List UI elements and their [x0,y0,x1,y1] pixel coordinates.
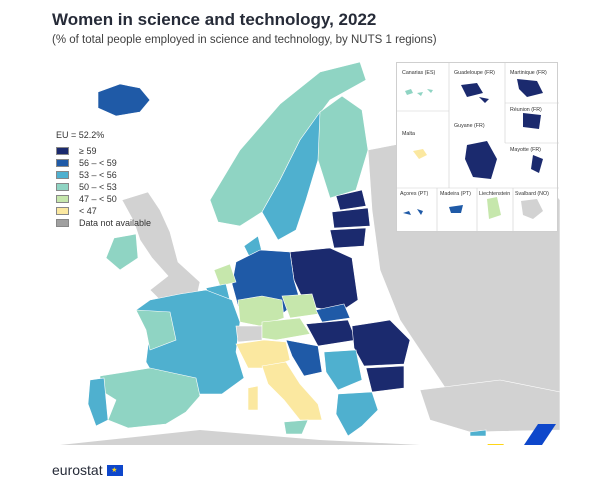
legend-class: 53 – < 56 [56,170,151,181]
land-finland [317,95,369,199]
land-switzerland [235,325,263,343]
land-spain [99,367,201,429]
legend-class: 47 – < 50 [56,194,151,205]
land-netherlands [213,263,237,287]
legend-label: < 47 [79,206,97,217]
map-title: Women in science and technology, 2022 [52,10,377,29]
inset-label-guadeloupe: Guadeloupe (FR) [454,70,495,76]
inset-label-reunion: Réunion (FR) [510,107,542,113]
inset-label-malta: Malta [402,131,415,137]
land-norway [209,61,367,227]
legend-class: < 47 [56,206,151,217]
map-subtitle: (% of total people employed in science a… [52,34,437,46]
land-sardinia [247,385,259,411]
land-slovakia [315,303,351,323]
land-france-west [135,309,177,351]
legend-swatch [56,195,69,204]
map-legend: EU = 52.2% ≥ 59 56 – < 59 53 – < 56 50 –… [56,130,151,230]
land-slovenia-croatia [285,339,323,377]
eurostat-logo-text: eurostat [52,462,103,478]
land-estonia [335,189,367,211]
land-lithuania [329,227,367,249]
legend-label: 56 – < 59 [79,158,117,169]
legend-class: 56 – < 59 [56,158,151,169]
inset-label-martinique: Martinique (FR) [510,70,547,76]
land-bulgaria [365,365,405,393]
legend-label: ≥ 59 [79,146,97,157]
legend-eu-average: EU = 52.2% [56,130,105,140]
legend-label: Data not available [79,218,152,229]
land-cyprus [469,429,487,437]
land-greece [335,391,379,437]
land-iceland [97,83,151,117]
land-turkey [419,379,561,433]
inset-label-acores: Açores (PT) [400,191,429,197]
land-austria [261,317,311,341]
inset-label-guyane: Guyane (FR) [454,123,485,129]
legend-class: ≥ 59 [56,146,151,157]
legend-swatch [56,183,69,192]
legend-label: 47 – < 50 [79,194,117,205]
legend-swatch [56,147,69,156]
legend-class: 50 – < 53 [56,182,151,193]
legend-swatch [56,159,69,168]
eu-flag-icon [106,464,123,476]
inset-panel: Canarias (ES) Guadeloupe (FR) Martinique… [396,62,559,233]
land-czechia [281,293,319,319]
inset-label-svalbard: Svalbard (NO) [515,191,549,197]
inset-label-mayotte: Mayotte (FR) [510,147,541,153]
eurostat-decor-yellow [487,444,504,445]
choropleth-map [60,61,561,445]
land-italy-north [235,339,291,369]
legend-swatch [56,219,69,228]
land-latvia [331,207,371,229]
inset-dividers [397,63,559,233]
eurostat-logo: eurostat [52,462,123,478]
legend-swatch [56,171,69,180]
land-italy-south [261,361,323,421]
inset-label-canarias: Canarias (ES) [402,70,436,76]
land-sicily [283,419,309,435]
legend-label: 53 – < 56 [79,170,117,181]
inset-label-liechtenstein: Liechtenstein [479,191,511,197]
land-serbia [323,349,363,391]
eurostat-decor-blue [524,424,556,445]
inset-label-madeira: Madeira (PT) [440,191,471,197]
legend-label: 50 – < 53 [79,182,117,193]
land-portugal [87,377,109,427]
land-romania [351,319,411,367]
legend-class: Data not available [56,218,151,229]
land-north-africa [60,430,420,445]
land-ireland [105,233,139,271]
land-hungary [305,319,357,347]
legend-swatch [56,207,69,216]
